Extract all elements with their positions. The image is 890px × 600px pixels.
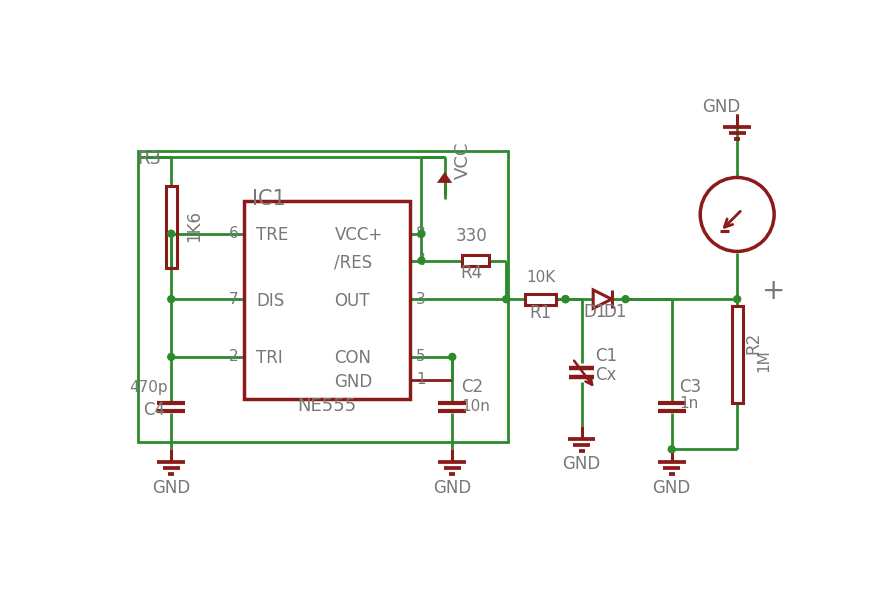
Text: GND: GND <box>652 479 691 497</box>
Text: 470p: 470p <box>129 380 167 395</box>
Circle shape <box>167 353 174 361</box>
Text: D1: D1 <box>583 303 606 321</box>
Text: DIS: DIS <box>256 292 284 310</box>
Text: 2: 2 <box>229 349 239 364</box>
Text: GND: GND <box>702 98 740 116</box>
Text: TRI: TRI <box>256 349 283 367</box>
Text: TRE: TRE <box>256 226 288 244</box>
Text: 3: 3 <box>417 292 425 307</box>
Text: R3: R3 <box>138 151 162 169</box>
Bar <box>138 151 507 442</box>
Text: 330: 330 <box>456 227 488 245</box>
Text: 10n: 10n <box>462 399 490 414</box>
Polygon shape <box>437 172 452 183</box>
Text: C4: C4 <box>143 401 166 419</box>
Text: 1n: 1n <box>679 397 699 412</box>
Bar <box>732 307 742 403</box>
Text: 4: 4 <box>417 253 425 268</box>
Circle shape <box>562 296 569 302</box>
Circle shape <box>733 296 740 302</box>
Text: OUT: OUT <box>335 292 370 310</box>
Text: GND: GND <box>335 373 373 391</box>
Text: IC1: IC1 <box>252 189 286 209</box>
Text: GND: GND <box>433 479 472 497</box>
Bar <box>525 294 556 305</box>
Text: GND: GND <box>152 479 190 497</box>
Circle shape <box>449 353 456 361</box>
Bar <box>245 202 410 399</box>
Bar <box>166 185 176 268</box>
Text: 10K: 10K <box>526 270 555 285</box>
Text: D1: D1 <box>603 303 627 321</box>
Circle shape <box>418 257 425 264</box>
Text: VCC+: VCC+ <box>335 226 383 244</box>
Circle shape <box>668 446 676 453</box>
Text: CON: CON <box>335 349 371 367</box>
Text: VCC: VCC <box>454 142 472 179</box>
Text: C2: C2 <box>462 377 483 395</box>
Text: +: + <box>763 277 786 305</box>
Circle shape <box>562 296 569 302</box>
Text: R1: R1 <box>530 304 552 322</box>
Text: 8: 8 <box>417 226 425 241</box>
Text: NE555: NE555 <box>297 397 356 415</box>
Bar <box>462 255 490 266</box>
Text: C1: C1 <box>595 347 618 365</box>
Circle shape <box>418 230 425 237</box>
Circle shape <box>167 296 174 302</box>
Text: 6: 6 <box>229 226 239 241</box>
Text: C3: C3 <box>679 377 701 395</box>
Text: /RES: /RES <box>335 253 373 271</box>
Text: R2: R2 <box>745 332 763 354</box>
Text: R4: R4 <box>460 263 482 281</box>
Text: 1: 1 <box>417 373 425 388</box>
Circle shape <box>622 296 629 302</box>
Text: 7: 7 <box>229 292 239 307</box>
Text: 1K6: 1K6 <box>185 210 203 242</box>
Circle shape <box>167 230 174 237</box>
Text: 5: 5 <box>417 349 425 364</box>
Circle shape <box>503 296 510 302</box>
Text: Cx: Cx <box>595 366 617 384</box>
Text: 1M: 1M <box>756 349 772 372</box>
Text: GND: GND <box>562 455 601 473</box>
